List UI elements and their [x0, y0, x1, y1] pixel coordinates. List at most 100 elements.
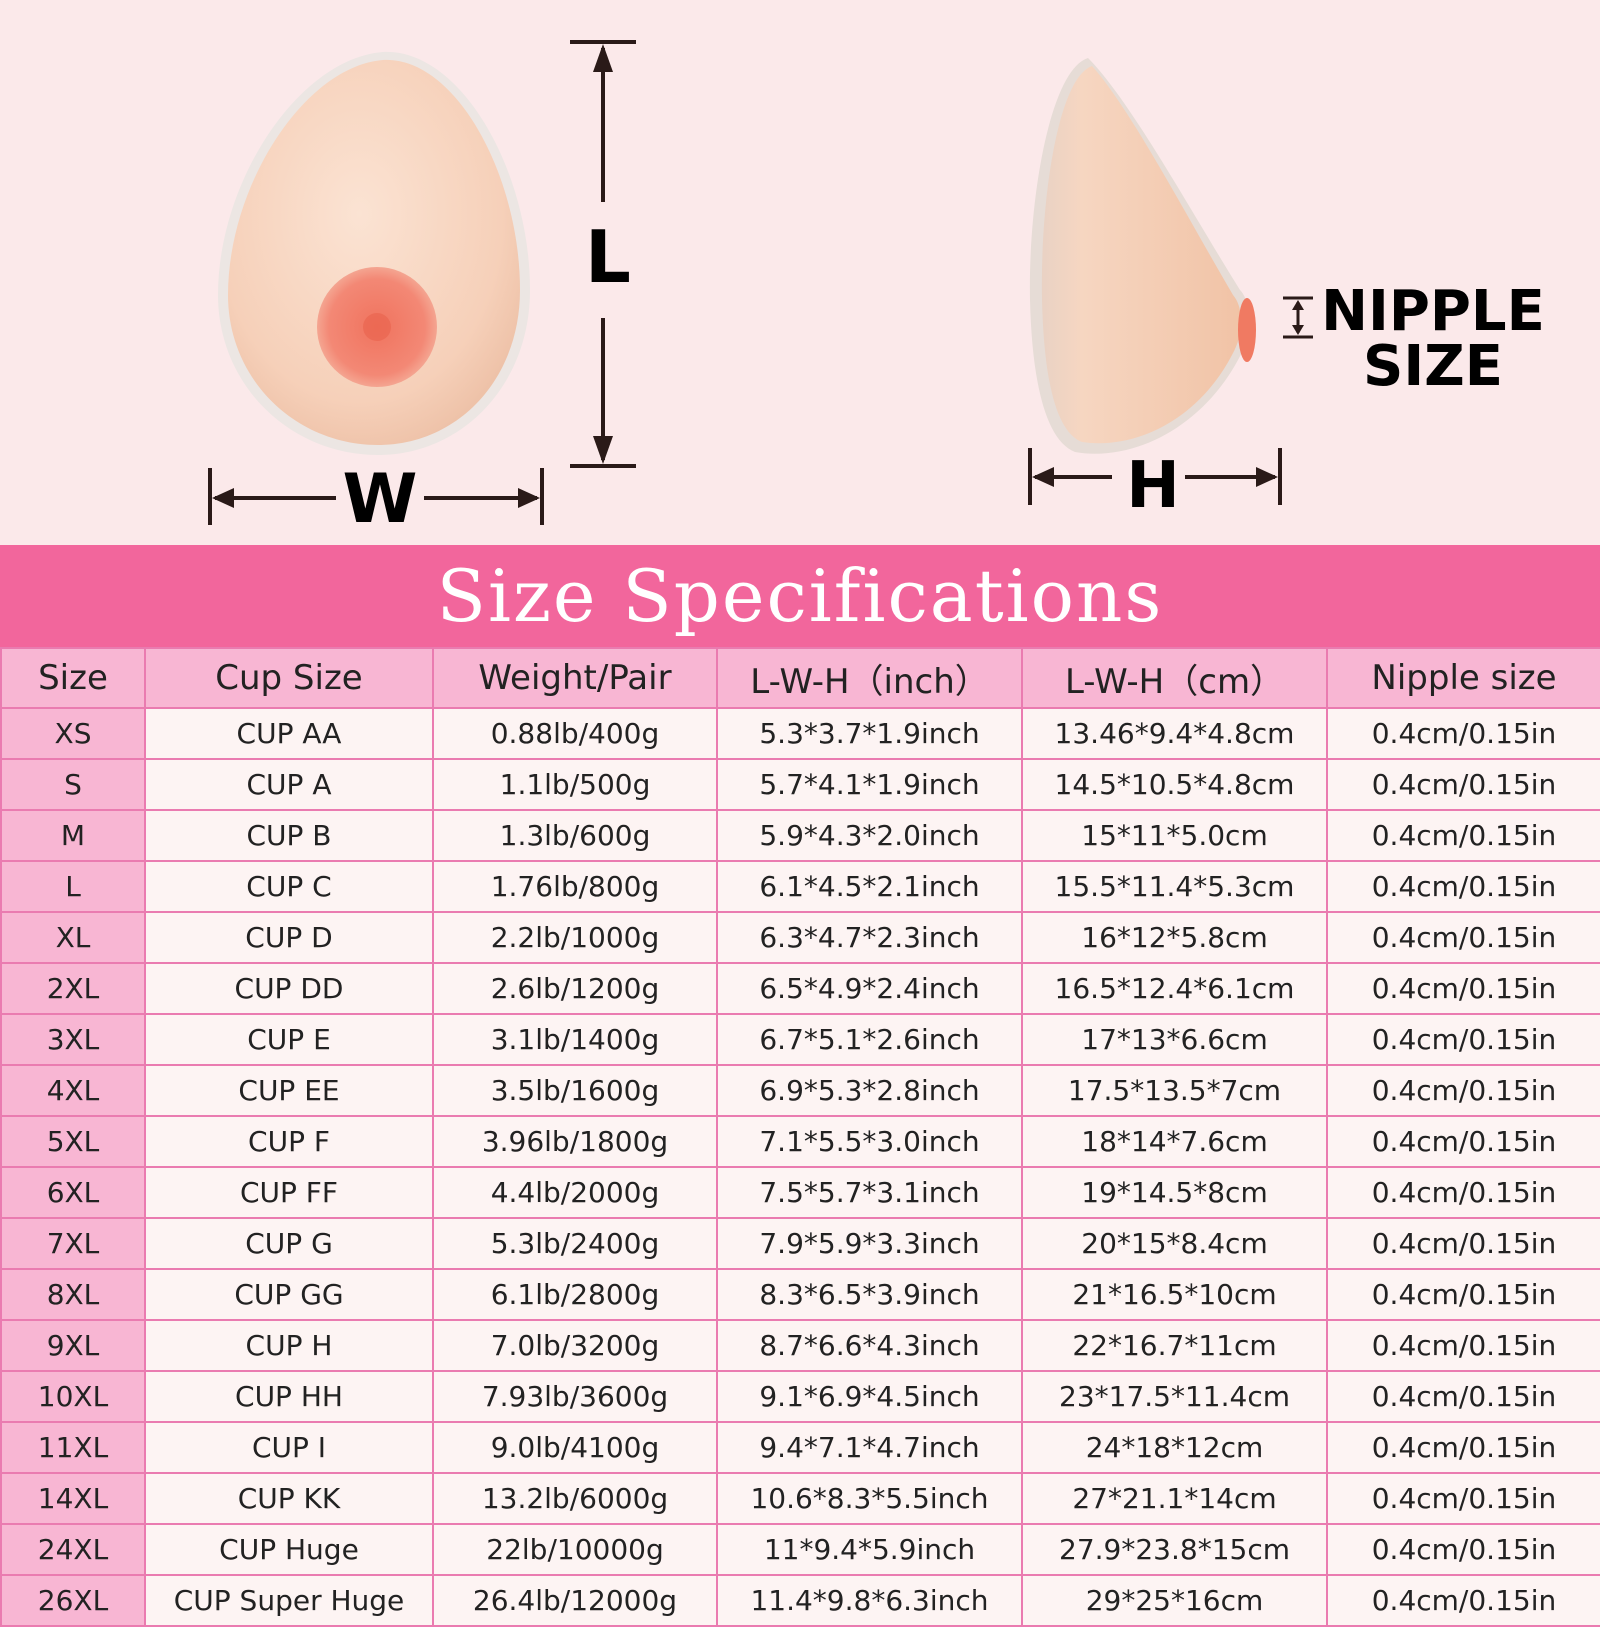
size-cell: S [0, 758, 146, 811]
table-row: 9XL CUP H 7.0lb/3200g 8.7*6.6*4.3inch 22*16.… [0, 1319, 1600, 1372]
size-cell: 5XL [0, 1115, 146, 1168]
weight-cell: 4.4lb/2000g [432, 1166, 718, 1219]
weight-cell: 9.0lb/4100g [432, 1421, 718, 1474]
nipple-size-cell: 0.4cm/0.15in [1326, 758, 1600, 811]
weight-cell: 1.3lb/600g [432, 809, 718, 862]
size-cell: 2XL [0, 962, 146, 1015]
weight-cell: 2.2lb/1000g [432, 911, 718, 964]
dimensions-cm-cell: 27*21.1*14cm [1021, 1472, 1328, 1525]
size-cell: 14XL [0, 1472, 146, 1525]
weight-cell: 5.3lb/2400g [432, 1217, 718, 1270]
table-row: 2XL CUP DD 2.6lb/1200g 6.5*4.9*2.4inch 16.5*… [0, 962, 1600, 1015]
cup-size-cell: CUP DD [144, 962, 434, 1015]
table-row: 8XL CUP GG 6.1lb/2800g 8.3*6.5*3.9inch 21*16… [0, 1268, 1600, 1321]
dimensions-inch-cell: 10.6*8.3*5.5inch [716, 1472, 1023, 1525]
dimensions-cm-cell: 20*15*8.4cm [1021, 1217, 1328, 1270]
table-row: L CUP C 1.76lb/800g 6.1*4.5*2.1inch 15.5*11.… [0, 860, 1600, 913]
dimensions-inch-cell: 6.9*5.3*2.8inch [716, 1064, 1023, 1117]
dimensions-cm-cell: 18*14*7.6cm [1021, 1115, 1328, 1168]
nipple-size-label-line2: SIZE [1363, 334, 1503, 399]
dimensions-inch-cell: 5.7*4.1*1.9inch [716, 758, 1023, 811]
dimensions-cm-cell: 24*18*12cm [1021, 1421, 1328, 1474]
weight-cell: 6.1lb/2800g [432, 1268, 718, 1321]
nipple-size-cell: 0.4cm/0.15in [1326, 809, 1600, 862]
size-cell: 9XL [0, 1319, 146, 1372]
product-illustration: W L NIPPLE SIZE H [208, 40, 1545, 539]
dimensions-inch-cell: 11.4*9.8*6.3inch [716, 1574, 1023, 1627]
cup-size-header: Cup Size [144, 647, 434, 709]
dimensions-cm-cell: 17.5*13.5*7cm [1021, 1064, 1328, 1117]
size-cell: XS [0, 707, 146, 760]
nipple-size-cell: 0.4cm/0.15in [1326, 1013, 1600, 1066]
weight-cell: 1.1lb/500g [432, 758, 718, 811]
dimensions-inch-cell: 6.7*5.1*2.6inch [716, 1013, 1023, 1066]
nipple-size-cell: 0.4cm/0.15in [1326, 1166, 1600, 1219]
nipple-size-marker [1283, 296, 1313, 339]
weight-cell: 0.88lb/400g [432, 707, 718, 760]
weight-cell: 2.6lb/1200g [432, 962, 718, 1015]
height-label: H [1126, 449, 1180, 523]
table-row: S CUP A 1.1lb/500g 5.7*4.1*1.9inch 14.5*10.5… [0, 758, 1600, 811]
table-row: 24XL CUP Huge 22lb/10000g 11*9.4*5.9inch 27.… [0, 1523, 1600, 1576]
dimensions-cm-cell: 15*11*5.0cm [1021, 809, 1328, 862]
weight-header: Weight/Pair [432, 647, 718, 709]
size-header: Size [0, 647, 146, 709]
size-cell: 10XL [0, 1370, 146, 1423]
cup-size-cell: CUP G [144, 1217, 434, 1270]
nipple-size-label-line1: NIPPLE [1321, 279, 1545, 344]
width-dimension [208, 468, 544, 525]
nipple-size-cell: 0.4cm/0.15in [1326, 962, 1600, 1015]
length-label: L [585, 215, 631, 299]
width-label: W [342, 460, 417, 539]
table-row: 3XL CUP E 3.1lb/1400g 6.7*5.1*2.6inch 17*13*… [0, 1013, 1600, 1066]
cup-size-cell: CUP AA [144, 707, 434, 760]
banner-title: Size Specifications [436, 554, 1164, 638]
dimensions-cm-cell: 21*16.5*10cm [1021, 1268, 1328, 1321]
dimensions-inch-header: L-W-H（inch） [716, 647, 1023, 709]
dimensions-cm-cell: 22*16.7*11cm [1021, 1319, 1328, 1372]
dimensions-cm-cell: 19*14.5*8cm [1021, 1166, 1328, 1219]
weight-cell: 7.0lb/3200g [432, 1319, 718, 1372]
nipple-size-cell: 0.4cm/0.15in [1326, 1268, 1600, 1321]
cup-size-cell: CUP GG [144, 1268, 434, 1321]
dimensions-inch-cell: 7.1*5.5*3.0inch [716, 1115, 1023, 1168]
dimensions-cm-cell: 23*17.5*11.4cm [1021, 1370, 1328, 1423]
nipple-size-cell: 0.4cm/0.15in [1326, 707, 1600, 760]
size-cell: 24XL [0, 1523, 146, 1576]
side-view-form [1029, 58, 1256, 454]
cup-size-cell: CUP KK [144, 1472, 434, 1525]
size-cell: XL [0, 911, 146, 964]
table-row: 4XL CUP EE 3.5lb/1600g 6.9*5.3*2.8inch 17.5*… [0, 1064, 1600, 1117]
weight-cell: 26.4lb/12000g [432, 1574, 718, 1627]
dimensions-cm-cell: 14.5*10.5*4.8cm [1021, 758, 1328, 811]
length-dimension [570, 40, 636, 468]
table-row: M CUP B 1.3lb/600g 5.9*4.3*2.0inch 15*11*5.0… [0, 809, 1600, 862]
size-cell: 11XL [0, 1421, 146, 1474]
weight-cell: 7.93lb/3600g [432, 1370, 718, 1423]
dimensions-cm-cell: 16*12*5.8cm [1021, 911, 1328, 964]
size-cell: 3XL [0, 1013, 146, 1066]
cup-size-cell: CUP C [144, 860, 434, 913]
dimensions-cm-cell: 15.5*11.4*5.3cm [1021, 860, 1328, 913]
dimensions-inch-cell: 5.3*3.7*1.9inch [716, 707, 1023, 760]
table-row: XL CUP D 2.2lb/1000g 6.3*4.7*2.3inch 16*12*5… [0, 911, 1600, 964]
nipple-size-cell: 0.4cm/0.15in [1326, 1064, 1600, 1117]
nipple-size-cell: 0.4cm/0.15in [1326, 1472, 1600, 1525]
cup-size-cell: CUP E [144, 1013, 434, 1066]
nipple-size-cell: 0.4cm/0.15in [1326, 860, 1600, 913]
weight-cell: 1.76lb/800g [432, 860, 718, 913]
size-specifications-banner: Size Specifications [0, 545, 1600, 647]
table-header-row: Size Cup Size Weight/Pair L-W-H（inch） L-W-H（… [0, 647, 1600, 709]
dimensions-cm-cell: 29*25*16cm [1021, 1574, 1328, 1627]
weight-cell: 3.96lb/1800g [432, 1115, 718, 1168]
dimensions-inch-cell: 8.3*6.5*3.9inch [716, 1268, 1023, 1321]
height-dimension [1028, 448, 1282, 505]
cup-size-cell: CUP H [144, 1319, 434, 1372]
table-row: 11XL CUP I 9.0lb/4100g 9.4*7.1*4.7inch 24*18… [0, 1421, 1600, 1474]
size-cell: 26XL [0, 1574, 146, 1627]
dimensions-inch-cell: 11*9.4*5.9inch [716, 1523, 1023, 1576]
dimensions-inch-cell: 7.5*5.7*3.1inch [716, 1166, 1023, 1219]
weight-cell: 3.1lb/1400g [432, 1013, 718, 1066]
dimensions-inch-cell: 9.1*6.9*4.5inch [716, 1370, 1023, 1423]
dimensions-inch-cell: 6.3*4.7*2.3inch [716, 911, 1023, 964]
